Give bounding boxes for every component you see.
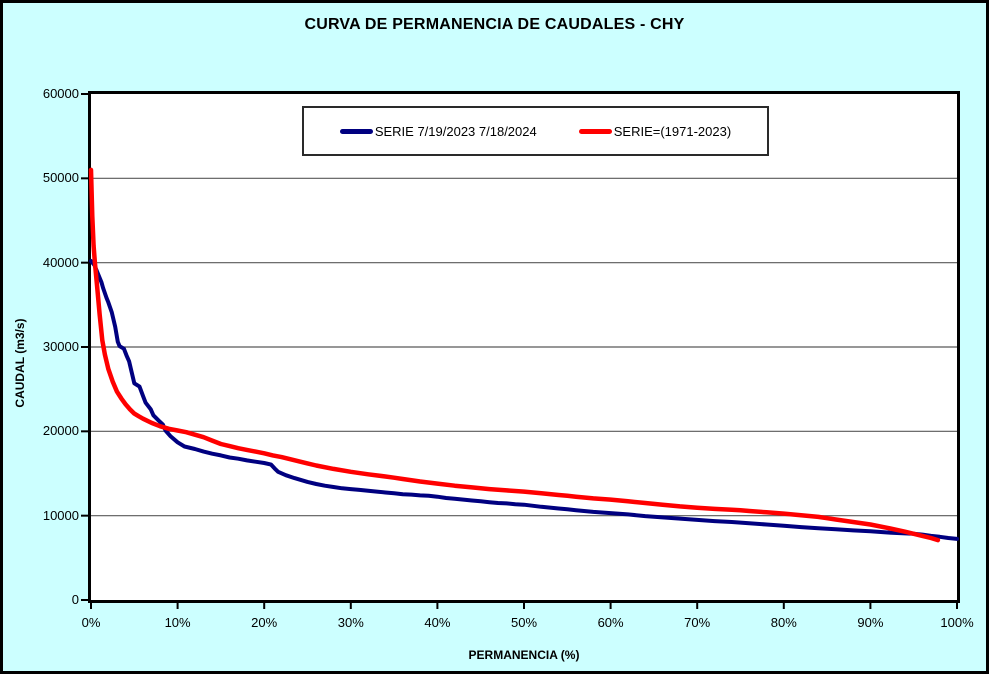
legend-label-serie-1971-2023: SERIE=(1971-2023) [613,123,732,139]
x-tick-label: 10% [164,615,191,630]
y-tick-label: 60000 [42,86,79,101]
y-tick-label: 50000 [42,170,79,186]
legend-item-serie-2023-2024: SERIE 7/19/2023 7/18/2024 [339,123,537,139]
x-tick-label: 0% [81,615,101,630]
legend-line-red-icon [578,128,612,134]
y-tick-label: 0 [71,592,79,607]
x-tick-label: 70% [684,615,711,630]
plot-area [81,91,960,609]
legend-label-serie-2023-2024: SERIE 7/19/2023 7/18/2024 [374,123,537,139]
x-tick-label: 50% [510,615,538,630]
x-tick-label: 90% [857,615,884,630]
legend: SERIE 7/19/2023 7/18/2024 SERIE=(1971-20… [302,106,769,156]
x-axis-title: PERMANENCIA (%) [468,648,580,662]
y-tick-label: 30000 [42,339,79,354]
x-tick-label: 40% [424,615,451,630]
x-tick-label: 20% [251,615,278,630]
series-line-0 [89,259,959,541]
plot-canvas [81,93,959,609]
y-axis-title: CAUDAL (m3/s) [13,318,27,408]
chart-title: CURVA DE PERMANENCIA DE CAUDALES - CHY [304,16,685,33]
x-tick-label: 100% [940,615,974,630]
series-line-1 [88,167,941,543]
y-tick-label: 40000 [42,254,79,270]
y-tick-label: 20000 [42,423,79,439]
legend-item-serie-1971-2023: SERIE=(1971-2023) [578,123,732,139]
x-tick-label: 80% [770,615,797,630]
y-tick-label: 10000 [42,507,79,523]
legend-line-blue-icon [339,128,373,134]
x-tick-label: 30% [337,615,364,630]
x-tick-label: 60% [597,615,624,630]
